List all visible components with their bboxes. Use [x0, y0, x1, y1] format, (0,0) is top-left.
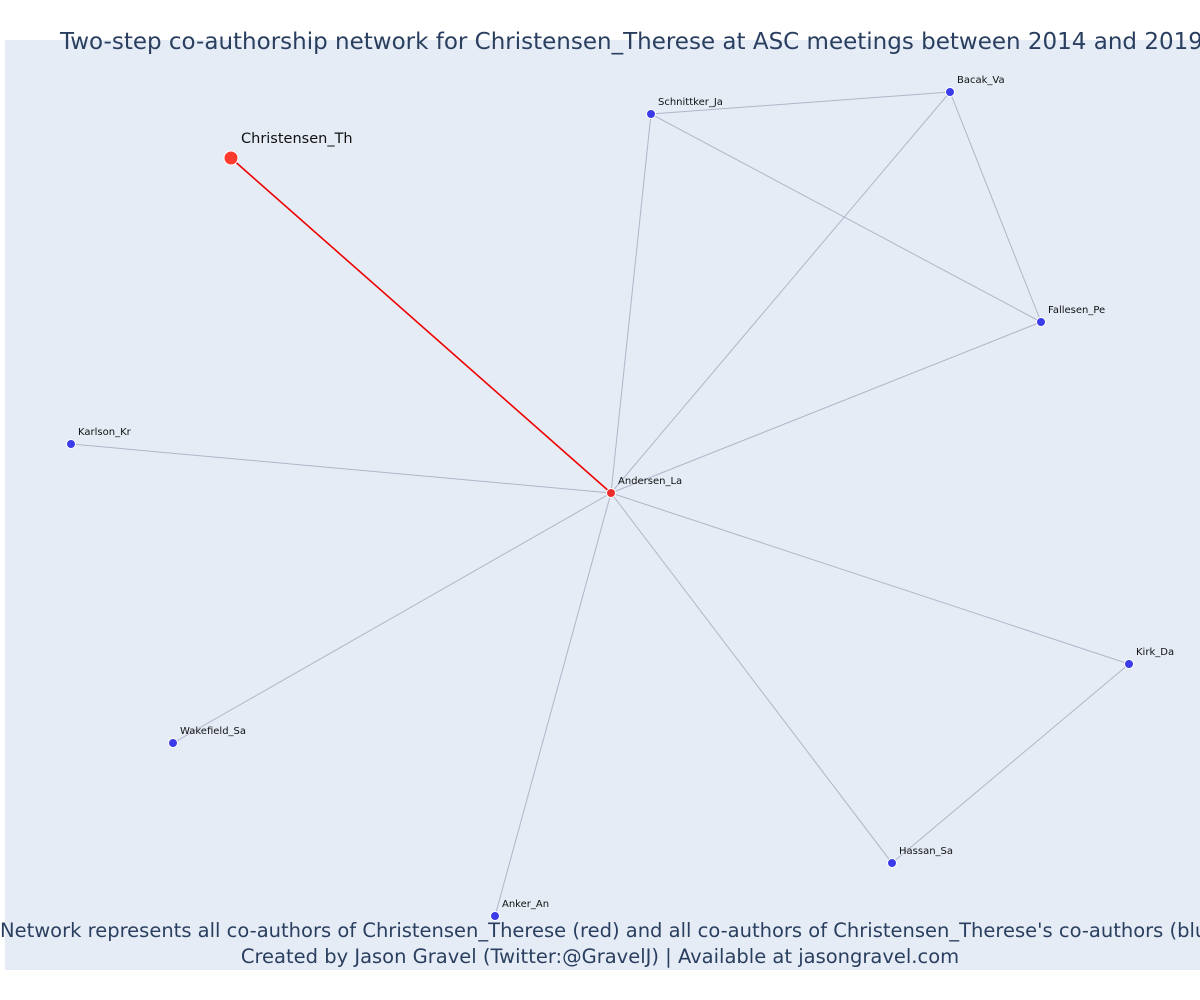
node-label: Schnittker_Ja	[658, 97, 723, 108]
caption-line-2: Created by Jason Gravel (Twitter:@Gravel…	[240, 945, 960, 968]
node-label: Karlson_Kr	[78, 427, 132, 438]
node-marker[interactable]	[887, 858, 897, 868]
node-marker[interactable]	[66, 439, 76, 449]
node-wakefield-sa[interactable]: Wakefield_Sa	[168, 726, 247, 748]
node-marker[interactable]	[646, 109, 656, 119]
edge-andersen-la-anker-an	[494, 492, 612, 917]
edge-andersen-la-schnittker-ja	[610, 113, 652, 494]
edge-kirk-da-hassan-sa	[891, 663, 1130, 864]
node-hassan-sa[interactable]: Hassan_Sa	[887, 846, 954, 868]
node-label: Wakefield_Sa	[180, 726, 246, 737]
nodes-layer: Christensen_Th Andersen_La Schnittker_Ja Ba…	[66, 75, 1175, 921]
node-label: Christensen_Th	[241, 131, 353, 147]
node-kirk-da[interactable]: Kirk_Da	[1124, 647, 1175, 669]
edge-christensen-th-andersen-la	[230, 157, 612, 494]
node-schnittker-ja[interactable]: Schnittker_Ja	[646, 97, 723, 119]
node-christensen-th[interactable]: Christensen_Th	[223, 131, 353, 166]
edge-andersen-la-kirk-da	[610, 492, 1130, 665]
edges-layer	[70, 91, 1130, 917]
edge-andersen-la-bacak-va	[610, 91, 951, 494]
edge-andersen-la-wakefield-sa	[172, 492, 612, 744]
chart-caption: Network represents all co-authors of Chr…	[0, 918, 1200, 970]
node-karlson-kr[interactable]: Karlson_Kr	[66, 427, 132, 449]
caption-line-1: Network represents all co-authors of Chr…	[0, 919, 1200, 942]
chart-title: Two-step co-authorship network for Chris…	[60, 29, 1200, 55]
node-marker[interactable]	[223, 150, 239, 166]
edge-bacak-va-fallesen-pe	[949, 91, 1042, 323]
node-marker[interactable]	[1036, 317, 1046, 327]
edge-andersen-la-fallesen-pe	[610, 321, 1042, 494]
node-marker[interactable]	[168, 738, 178, 748]
node-label: Fallesen_Pe	[1048, 305, 1105, 316]
node-fallesen-pe[interactable]: Fallesen_Pe	[1036, 305, 1106, 327]
node-anker-an[interactable]: Anker_An	[490, 899, 550, 921]
node-andersen-la[interactable]: Andersen_La	[606, 476, 683, 498]
node-marker[interactable]	[606, 488, 616, 498]
node-label: Anker_An	[502, 899, 549, 910]
node-label: Kirk_Da	[1136, 647, 1174, 658]
node-marker[interactable]	[945, 87, 955, 97]
node-marker[interactable]	[1124, 659, 1134, 669]
node-label: Bacak_Va	[957, 75, 1005, 86]
edge-schnittker-ja-bacak-va	[650, 91, 951, 115]
edge-andersen-la-hassan-sa	[610, 492, 893, 864]
node-bacak-va[interactable]: Bacak_Va	[945, 75, 1005, 97]
node-label: Hassan_Sa	[899, 846, 953, 857]
edge-schnittker-ja-fallesen-pe	[650, 113, 1042, 323]
node-marker[interactable]	[490, 911, 500, 921]
node-label: Andersen_La	[618, 476, 682, 487]
plot-area	[5, 40, 1200, 970]
edge-andersen-la-karlson-kr	[70, 443, 612, 494]
